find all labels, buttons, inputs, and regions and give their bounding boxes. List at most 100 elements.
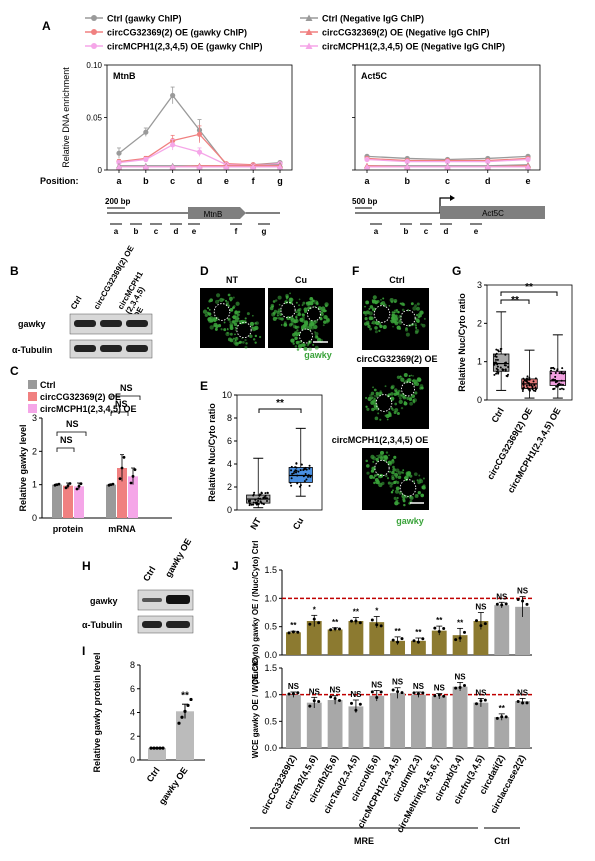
gfp-signal [370,391,375,396]
data-dot [550,367,553,370]
primer-label: c [154,227,159,236]
data-dot [504,368,507,371]
data-dot [552,378,555,381]
data-dot [296,474,299,477]
gfp-signal [402,303,406,307]
gfp-signal [373,388,377,392]
data-dot [308,704,312,708]
gfp-signal [234,329,237,332]
data-dot [495,716,499,720]
gfp-signal [393,300,397,304]
gfp-signal [227,318,230,321]
gfp-signal [240,319,245,324]
significance-label: NS [309,687,321,696]
gfp-signal [234,326,237,329]
data-dot [532,380,535,383]
data-dot [504,715,508,719]
gfp-signal [418,313,422,318]
data-dot [504,361,507,364]
data-dot [264,494,267,497]
gfp-signal [229,296,233,301]
data-dot [479,624,483,628]
data-dot [266,491,269,494]
data-dot [333,627,337,631]
y-tick-label: 1.0 [264,593,277,603]
gfp-signal [244,317,247,320]
gfp-signal [280,324,283,326]
gfp-signal [309,320,313,324]
data-dot [558,372,561,375]
gene-box [440,206,545,219]
gfp-signal [314,345,319,350]
data-dot [308,464,311,467]
gfp-signal [277,295,282,300]
plot-frame [236,394,323,511]
primer-label: g [262,227,267,236]
gfp-signal [412,480,416,483]
gfp-signal [229,332,233,336]
data-dot [317,700,321,704]
y-tick-label: 8 [227,413,232,423]
data-dot [111,482,115,486]
gfp-signal [395,486,400,491]
gfp-signal [414,379,419,383]
y-tick-label: 0.5 [264,716,277,726]
significance-label: NS [66,419,79,429]
gfp-signal [398,399,403,404]
gfp-signal [258,335,262,339]
gfp-signal [390,491,394,494]
primer-label: c [424,227,429,236]
bar [63,485,73,518]
data-dot [257,503,260,506]
chart-E: 0 2 4 6 8 10 Relative Nuc/Cyto ratio NT Cu ** [207,390,323,532]
data-point [116,150,122,156]
data-point [170,92,176,99]
gfp-signal [295,315,298,319]
data-dot [437,629,441,633]
data-dot [149,746,153,750]
gene-name: MtnB [204,210,223,219]
data-dot [496,365,499,368]
gfp-signal [390,385,394,390]
gfp-signal [365,459,368,463]
data-dot [308,484,311,487]
chart-A-right: Act5C a b c d e [352,64,541,186]
data-dot [521,387,524,390]
data-dot [186,703,190,707]
gfp-signal [312,343,315,346]
gfp-signal [272,300,276,303]
bar [411,640,426,655]
data-dot [329,628,333,632]
data-dot [560,387,563,390]
data-dot [118,477,122,481]
panel-letter-c: C [10,364,19,378]
blot-band [100,320,122,327]
y-tick-label: 0.10 [86,61,102,70]
x-tick-label: b [405,176,411,186]
gfp-signal [404,475,409,480]
gfp-signal [379,450,385,455]
data-dot [507,373,510,376]
y-axis-label: Relative DNA enrichment [61,67,71,168]
data-dot [531,386,534,389]
data-dot [433,694,437,698]
data-dot [64,486,68,490]
x-tick-label: NT [248,516,263,532]
gfp-signal [302,313,306,317]
stain-label: gawky [304,350,332,360]
data-dot [442,694,446,698]
data-dot [303,480,306,483]
x-tick-label: Ctrl [489,406,505,424]
gfp-signal [290,322,294,326]
x-tick-label: Ctrl [145,765,162,783]
primer-label: a [114,227,119,236]
data-dot [338,627,341,631]
data-dot [400,637,404,641]
data-dot [493,373,496,376]
data-dot [263,496,266,499]
data-dot [562,388,565,391]
gfp-signal [301,316,305,320]
image-label: NT [226,275,238,285]
legend-marker [305,28,313,35]
